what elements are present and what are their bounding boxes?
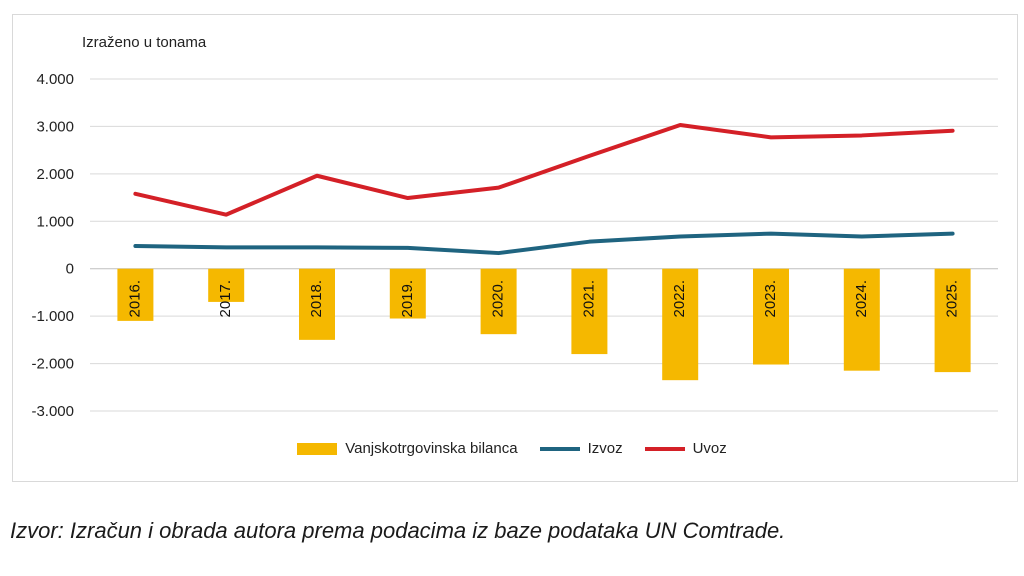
x-tick-label-2023: 2023. (762, 280, 779, 318)
x-tick-label-2019: 2019. (399, 280, 416, 318)
x-tick-label-2016: 2016. (126, 280, 143, 318)
legend-item-izvoz: Izvoz (539, 440, 623, 457)
x-tick-label-2018: 2018. (308, 280, 325, 318)
chart-legend: Vanjskotrgovinska bilanca Izvoz Uvoz (0, 440, 1024, 457)
bar-2024 (843, 268, 880, 371)
y-tick-label-4: 0 (66, 261, 74, 278)
legend-label-bilanca: Vanjskotrgovinska bilanca (345, 440, 518, 457)
x-tick-label-2025: 2025. (944, 280, 961, 318)
legend-swatch-izvoz (539, 446, 580, 451)
legend-swatch-bilanca (297, 442, 338, 455)
y-tick-label-2: 2.000 (36, 166, 74, 183)
bar-2023 (753, 268, 789, 365)
bar-2021 (571, 268, 608, 355)
x-tick-label-2024: 2024. (853, 280, 870, 318)
bar-2017 (208, 268, 245, 302)
legend-item-uvoz: Uvoz (644, 440, 727, 457)
legend-label-uvoz: Uvoz (692, 440, 727, 457)
bar-2018 (299, 268, 335, 340)
y-tick-label-1: 3.000 (36, 118, 74, 135)
x-tick-label-2021: 2021. (580, 280, 597, 318)
x-tick-label-2017: 2017. (217, 280, 234, 318)
bar-2016 (117, 268, 154, 321)
bar-2022 (662, 268, 699, 381)
y-tick-label-3: 1.000 (36, 213, 74, 230)
y-tick-label-5: -1.000 (31, 308, 74, 325)
line-uvoz (133, 123, 955, 217)
bar-2020 (480, 268, 517, 335)
legend-swatch-uvoz (644, 446, 685, 451)
bar-2019 (389, 268, 426, 319)
y-axis-unit-label: Izraženo u tonama (82, 34, 207, 51)
x-tick-label-2022: 2022. (671, 280, 688, 318)
bar-2025 (934, 268, 971, 373)
y-tick-label-7: -3.000 (31, 403, 74, 420)
source-caption: Izvor: Izračun i obrada autora prema pod… (10, 518, 786, 543)
line-izvoz (133, 231, 955, 256)
y-tick-label-0: 4.000 (36, 71, 74, 88)
y-tick-label-6: -2.000 (31, 356, 74, 373)
x-tick-label-2020: 2020. (490, 280, 507, 318)
legend-label-izvoz: Izvoz (587, 440, 623, 457)
legend-item-bilanca: Vanjskotrgovinska bilanca (297, 440, 518, 457)
